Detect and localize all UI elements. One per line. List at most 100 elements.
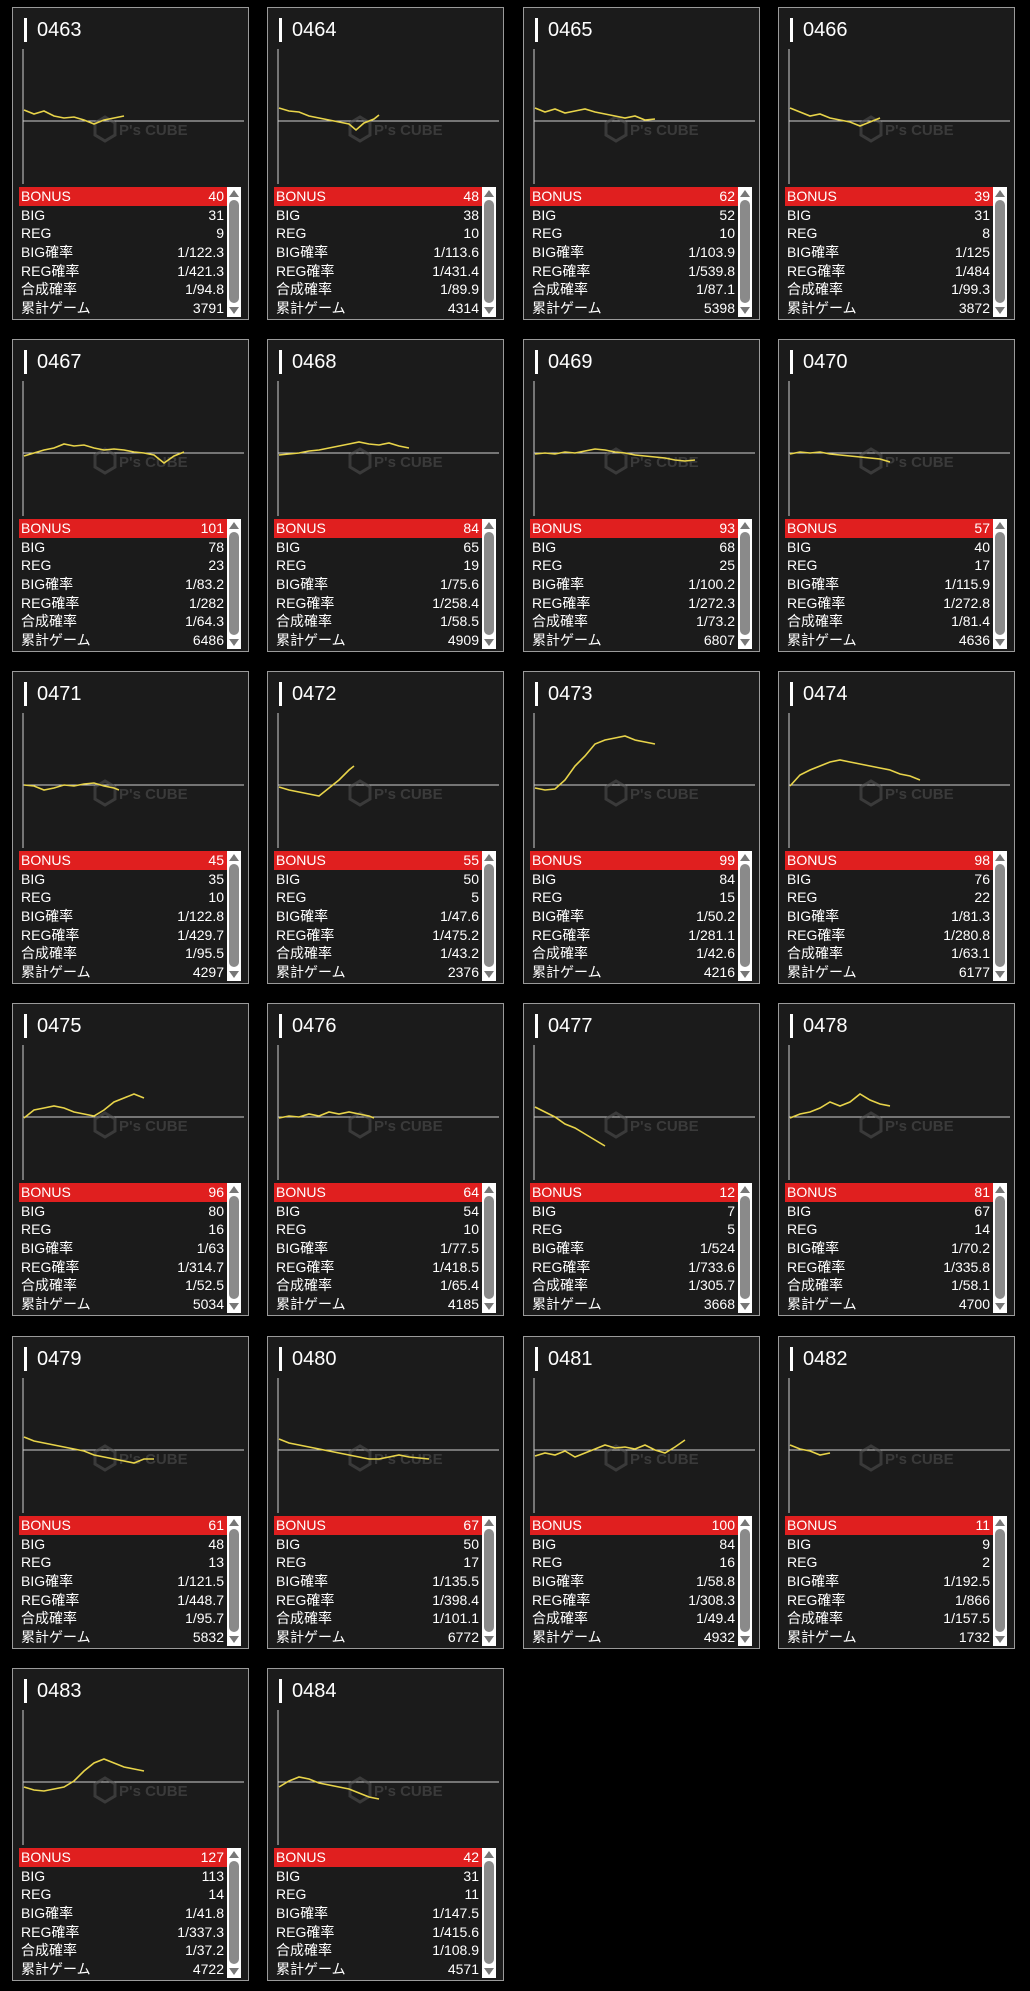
machine-card-0483[interactable]: 0483 P's CUBE BONUS 127 BIG 113 REG 14 BIG確… — [12, 1668, 249, 1981]
machine-card-0475[interactable]: 0475 P's CUBE BONUS 96 BIG 80 REG 16 BIG確率 1… — [12, 1003, 249, 1316]
machine-card-0471[interactable]: 0471 P's CUBE BONUS 45 BIG 35 REG 10 BIG確率 1… — [12, 671, 249, 984]
scroll-up-arrow-icon[interactable] — [740, 1186, 750, 1193]
stats-scrollbar[interactable] — [738, 851, 752, 981]
scroll-up-arrow-icon[interactable] — [484, 854, 494, 861]
machine-card-0480[interactable]: 0480 P's CUBE BONUS 67 BIG 50 REG 17 BIG確率 1… — [267, 1336, 504, 1649]
scroll-thumb[interactable] — [229, 1861, 239, 1964]
scroll-down-arrow-icon[interactable] — [229, 1968, 239, 1975]
machine-card-0479[interactable]: 0479 P's CUBE BONUS 61 BIG 48 REG 13 BIG確率 1… — [12, 1336, 249, 1649]
stats-scrollbar[interactable] — [227, 1183, 241, 1313]
scroll-down-arrow-icon[interactable] — [740, 1303, 750, 1310]
scroll-down-arrow-icon[interactable] — [484, 1968, 494, 1975]
scroll-thumb[interactable] — [484, 864, 494, 967]
machine-card-0469[interactable]: 0469 P's CUBE BONUS 93 BIG 68 REG 25 BIG確率 1… — [523, 339, 760, 652]
scroll-thumb[interactable] — [484, 1529, 494, 1632]
scroll-up-arrow-icon[interactable] — [229, 1519, 239, 1526]
scroll-thumb[interactable] — [995, 864, 1005, 967]
scroll-up-arrow-icon[interactable] — [740, 854, 750, 861]
machine-card-0481[interactable]: 0481 P's CUBE BONUS 100 BIG 84 REG 16 BIG確率… — [523, 1336, 760, 1649]
stats-scrollbar[interactable] — [738, 1516, 752, 1646]
scroll-thumb[interactable] — [484, 1861, 494, 1964]
stats-scrollbar[interactable] — [482, 1183, 496, 1313]
scroll-up-arrow-icon[interactable] — [995, 1519, 1005, 1526]
scroll-thumb[interactable] — [740, 200, 750, 303]
machine-card-0472[interactable]: 0472 P's CUBE BONUS 55 BIG 50 REG 5 BIG確率 1/… — [267, 671, 504, 984]
scroll-down-arrow-icon[interactable] — [484, 307, 494, 314]
stats-scrollbar[interactable] — [738, 187, 752, 317]
scroll-thumb[interactable] — [229, 200, 239, 303]
scroll-thumb[interactable] — [995, 200, 1005, 303]
scroll-down-arrow-icon[interactable] — [229, 1636, 239, 1643]
machine-card-0478[interactable]: 0478 P's CUBE BONUS 81 BIG 67 REG 14 BIG確率 1… — [778, 1003, 1015, 1316]
scroll-thumb[interactable] — [740, 1196, 750, 1299]
scroll-down-arrow-icon[interactable] — [740, 971, 750, 978]
scroll-thumb[interactable] — [229, 1529, 239, 1632]
scroll-down-arrow-icon[interactable] — [740, 639, 750, 646]
scroll-up-arrow-icon[interactable] — [229, 1851, 239, 1858]
scroll-up-arrow-icon[interactable] — [229, 522, 239, 529]
scroll-thumb[interactable] — [995, 532, 1005, 635]
scroll-down-arrow-icon[interactable] — [484, 639, 494, 646]
stats-scrollbar[interactable] — [738, 1183, 752, 1313]
machine-card-0468[interactable]: 0468 P's CUBE BONUS 84 BIG 65 REG 19 BIG確率 1… — [267, 339, 504, 652]
stats-scrollbar[interactable] — [993, 1516, 1007, 1646]
scroll-down-arrow-icon[interactable] — [995, 1636, 1005, 1643]
stats-scrollbar[interactable] — [993, 1183, 1007, 1313]
scroll-thumb[interactable] — [740, 532, 750, 635]
scroll-down-arrow-icon[interactable] — [995, 971, 1005, 978]
machine-card-0466[interactable]: 0466 P's CUBE BONUS 39 BIG 31 REG 8 BIG確率 1/… — [778, 7, 1015, 320]
scroll-up-arrow-icon[interactable] — [484, 1186, 494, 1193]
machine-card-0484[interactable]: 0484 P's CUBE BONUS 42 BIG 31 REG 11 BIG確率 1… — [267, 1668, 504, 1981]
scroll-thumb[interactable] — [740, 1529, 750, 1632]
stats-scrollbar[interactable] — [738, 519, 752, 649]
machine-card-0477[interactable]: 0477 P's CUBE BONUS 12 BIG 7 REG 5 BIG確率 1/5… — [523, 1003, 760, 1316]
scroll-thumb[interactable] — [484, 1196, 494, 1299]
scroll-down-arrow-icon[interactable] — [229, 1303, 239, 1310]
scroll-down-arrow-icon[interactable] — [229, 307, 239, 314]
stats-scrollbar[interactable] — [482, 519, 496, 649]
scroll-thumb[interactable] — [740, 864, 750, 967]
scroll-thumb[interactable] — [229, 532, 239, 635]
scroll-down-arrow-icon[interactable] — [740, 1636, 750, 1643]
scroll-down-arrow-icon[interactable] — [484, 971, 494, 978]
machine-card-0473[interactable]: 0473 P's CUBE BONUS 99 BIG 84 REG 15 BIG確率 1… — [523, 671, 760, 984]
stats-scrollbar[interactable] — [227, 519, 241, 649]
stats-scrollbar[interactable] — [482, 851, 496, 981]
scroll-up-arrow-icon[interactable] — [484, 190, 494, 197]
stats-scrollbar[interactable] — [227, 187, 241, 317]
scroll-up-arrow-icon[interactable] — [995, 522, 1005, 529]
scroll-up-arrow-icon[interactable] — [740, 190, 750, 197]
scroll-down-arrow-icon[interactable] — [229, 971, 239, 978]
machine-card-0482[interactable]: 0482 P's CUBE BONUS 11 BIG 9 REG 2 BIG確率 1/1… — [778, 1336, 1015, 1649]
stats-scrollbar[interactable] — [993, 187, 1007, 317]
scroll-down-arrow-icon[interactable] — [229, 639, 239, 646]
stats-scrollbar[interactable] — [482, 187, 496, 317]
scroll-thumb[interactable] — [229, 1196, 239, 1299]
stats-scrollbar[interactable] — [227, 851, 241, 981]
stats-scrollbar[interactable] — [482, 1848, 496, 1978]
scroll-thumb[interactable] — [995, 1529, 1005, 1632]
scroll-thumb[interactable] — [484, 532, 494, 635]
scroll-down-arrow-icon[interactable] — [484, 1303, 494, 1310]
scroll-up-arrow-icon[interactable] — [995, 854, 1005, 861]
scroll-thumb[interactable] — [484, 200, 494, 303]
scroll-up-arrow-icon[interactable] — [995, 1186, 1005, 1193]
stats-scrollbar[interactable] — [993, 851, 1007, 981]
machine-card-0476[interactable]: 0476 P's CUBE BONUS 64 BIG 54 REG 10 BIG確率 1… — [267, 1003, 504, 1316]
stats-scrollbar[interactable] — [993, 519, 1007, 649]
stats-scrollbar[interactable] — [227, 1516, 241, 1646]
scroll-down-arrow-icon[interactable] — [995, 639, 1005, 646]
machine-card-0463[interactable]: 0463 P's CUBE BONUS 40 BIG 31 REG 9 BIG確率 1/… — [12, 7, 249, 320]
scroll-thumb[interactable] — [995, 1196, 1005, 1299]
stats-scrollbar[interactable] — [482, 1516, 496, 1646]
scroll-down-arrow-icon[interactable] — [740, 307, 750, 314]
stats-scrollbar[interactable] — [227, 1848, 241, 1978]
machine-card-0464[interactable]: 0464 P's CUBE BONUS 48 BIG 38 REG 10 BIG確率 1… — [267, 7, 504, 320]
scroll-up-arrow-icon[interactable] — [484, 1851, 494, 1858]
scroll-up-arrow-icon[interactable] — [995, 190, 1005, 197]
scroll-down-arrow-icon[interactable] — [484, 1636, 494, 1643]
scroll-up-arrow-icon[interactable] — [484, 522, 494, 529]
machine-card-0474[interactable]: 0474 P's CUBE BONUS 98 BIG 76 REG 22 BIG確率 1… — [778, 671, 1015, 984]
machine-card-0470[interactable]: 0470 P's CUBE BONUS 57 BIG 40 REG 17 BIG確率 1… — [778, 339, 1015, 652]
machine-card-0467[interactable]: 0467 P's CUBE BONUS 101 BIG 78 REG 23 BIG確率… — [12, 339, 249, 652]
